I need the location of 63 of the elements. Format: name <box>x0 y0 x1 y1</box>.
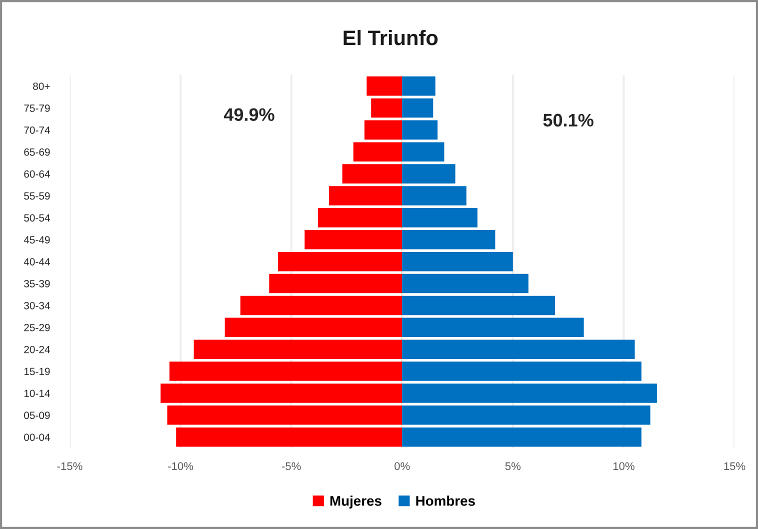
bar <box>194 340 402 359</box>
bar <box>402 98 434 118</box>
y-tick-label: 10-14 <box>24 390 50 398</box>
bar <box>269 274 402 294</box>
x-tick-label: 10% <box>613 462 634 470</box>
y-tick-label: 70-74 <box>24 126 50 134</box>
y-tick-label: 05-09 <box>24 412 50 420</box>
bar <box>240 296 402 316</box>
bar <box>278 252 402 272</box>
bar <box>402 427 642 447</box>
bar <box>371 98 402 118</box>
x-tick-label: -10% <box>168 462 194 470</box>
bar <box>176 427 402 447</box>
bar <box>224 318 402 338</box>
bar <box>366 76 402 96</box>
bar <box>364 120 402 140</box>
legend-label: Mujeres <box>330 496 382 509</box>
bar <box>342 164 402 184</box>
bar <box>402 208 478 228</box>
bar <box>402 186 466 206</box>
y-tick-label: 40-44 <box>24 258 50 266</box>
y-tick-label: 50-54 <box>24 214 50 222</box>
bar <box>402 340 635 359</box>
annotation: 50.1% <box>543 114 594 127</box>
y-tick-label: 35-39 <box>24 280 50 288</box>
y-tick-label: 20-24 <box>24 346 50 354</box>
bar <box>402 274 528 294</box>
bar <box>402 142 444 162</box>
legend-label: Hombres <box>416 496 475 506</box>
y-tick-label: 30-34 <box>24 302 50 310</box>
bar <box>167 406 402 425</box>
bar <box>402 406 650 425</box>
bar <box>169 362 402 381</box>
bar <box>160 384 402 403</box>
bar <box>402 318 584 338</box>
bar <box>402 296 556 316</box>
bar <box>304 230 402 250</box>
bar <box>402 120 438 140</box>
bar <box>318 208 402 228</box>
bar <box>328 186 402 206</box>
x-tick-label: 0% <box>394 462 410 470</box>
bar <box>402 362 642 381</box>
y-tick-label: 45-49 <box>24 236 50 244</box>
annotation: 49.9% <box>224 108 274 121</box>
y-tick-label: 75-79 <box>24 104 50 112</box>
y-tick-label: 80+ <box>33 82 50 90</box>
x-tick-label: 15% <box>724 462 746 470</box>
y-tick-label: 55-59 <box>24 192 50 200</box>
bar <box>402 384 657 403</box>
bar <box>353 142 402 162</box>
bar <box>402 76 436 96</box>
y-tick-label: 15-19 <box>24 368 50 376</box>
y-tick-label: 00-04 <box>24 434 50 441</box>
x-tick-label: -15% <box>57 462 82 470</box>
y-tick-label: 65-69 <box>24 148 50 156</box>
y-tick-label: 25-29 <box>24 324 50 332</box>
y-tick-label: 60-64 <box>24 170 50 178</box>
x-tick-label: 5% <box>505 462 521 470</box>
bar <box>402 252 513 272</box>
bar <box>402 230 496 250</box>
x-tick-label: -5% <box>282 462 301 470</box>
chart-title: El Triunfo <box>344 30 438 46</box>
bar <box>402 164 456 184</box>
